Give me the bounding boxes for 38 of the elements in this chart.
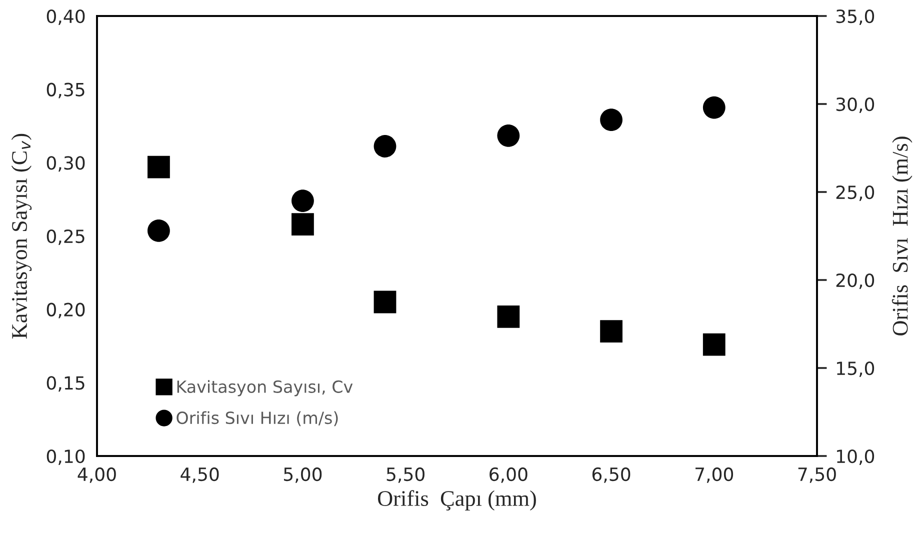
point xyxy=(497,305,520,328)
y2-tick-label: 25,0 xyxy=(836,185,874,201)
y2-tick-label: 35,0 xyxy=(836,9,874,25)
point xyxy=(600,320,622,343)
x-tick-label: 4,50 xyxy=(180,467,219,483)
y-tick-label: 0,20 xyxy=(46,302,85,318)
x-axis-title: Orifis Çapı (mm) xyxy=(378,490,536,511)
y-tick-label: 0,35 xyxy=(46,82,84,98)
y-tick-label: 0,25 xyxy=(46,229,84,245)
x-tick-label: 5,50 xyxy=(386,467,424,483)
point xyxy=(292,213,314,236)
y-tick-label: 0,30 xyxy=(46,156,85,172)
y2-tick-label: 30,0 xyxy=(836,97,874,113)
y-tick-label: 0,40 xyxy=(46,9,85,25)
x-tick-label: 7,00 xyxy=(696,467,734,483)
y-axis-title: Kavitasyon Sayısı (C$_{v}$) xyxy=(11,134,32,339)
point xyxy=(374,290,396,314)
point xyxy=(148,220,170,242)
y2-tick-label: 20,0 xyxy=(836,273,874,289)
x-tick-label: 7,50 xyxy=(798,467,836,483)
point xyxy=(702,96,726,119)
point xyxy=(374,135,396,158)
y-tick-label: 0,15 xyxy=(46,376,84,392)
point xyxy=(600,108,622,132)
legend-label: Kavitasyon Sayısı, Cv xyxy=(177,380,353,396)
x-tick-label: 6,00 xyxy=(490,467,528,483)
legend-label: Orifis Sıvı Hızı (m/s) xyxy=(176,411,338,426)
point xyxy=(702,333,726,356)
y2-tick-label: 10,0 xyxy=(837,449,874,465)
y-tick-label: 0,10 xyxy=(46,449,85,465)
point xyxy=(292,190,314,212)
x-tick-label: 5,00 xyxy=(284,467,322,483)
point xyxy=(148,156,170,178)
x-tick-label: 4,00 xyxy=(78,467,116,483)
x-tick-label: 6,50 xyxy=(592,467,630,483)
y2-tick-label: 15,0 xyxy=(837,361,874,377)
point xyxy=(497,124,520,147)
y2-axis-title: Orifis Sıvı Hızı (m/s) xyxy=(892,136,912,336)
